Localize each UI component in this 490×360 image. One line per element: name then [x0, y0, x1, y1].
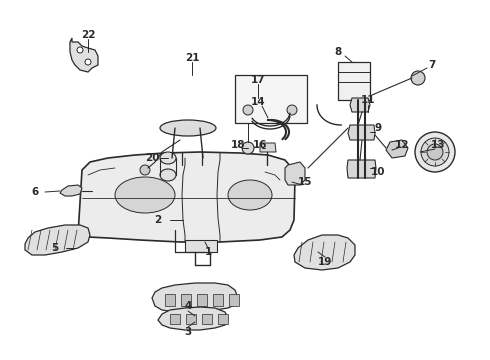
Bar [202, 314, 212, 324]
Circle shape [411, 71, 425, 85]
Polygon shape [348, 125, 375, 140]
Polygon shape [285, 162, 305, 185]
Text: 6: 6 [31, 187, 39, 197]
Text: 2: 2 [154, 215, 162, 225]
Text: 17: 17 [251, 75, 265, 85]
Polygon shape [260, 143, 276, 152]
Text: 14: 14 [251, 97, 265, 107]
Circle shape [140, 165, 150, 175]
Text: 7: 7 [428, 60, 436, 70]
Circle shape [77, 47, 83, 53]
Polygon shape [350, 98, 370, 112]
Bar [229, 294, 239, 306]
Text: 19: 19 [318, 257, 332, 267]
Text: 15: 15 [298, 177, 312, 187]
Bar [170, 314, 180, 324]
Bar [186, 314, 196, 324]
Bar [218, 314, 228, 324]
Circle shape [421, 138, 449, 166]
Polygon shape [70, 38, 98, 72]
Text: 8: 8 [334, 47, 342, 57]
Circle shape [242, 142, 254, 154]
Polygon shape [78, 152, 295, 242]
Ellipse shape [228, 180, 272, 210]
Text: 21: 21 [185, 53, 199, 63]
Circle shape [415, 132, 455, 172]
Text: 4: 4 [184, 301, 192, 311]
Polygon shape [347, 160, 376, 178]
Bar [197, 294, 207, 306]
Ellipse shape [160, 120, 216, 136]
Bar [338, 62, 370, 100]
Circle shape [287, 105, 297, 115]
Text: 5: 5 [51, 243, 59, 253]
Polygon shape [60, 185, 82, 196]
Circle shape [427, 144, 443, 160]
Ellipse shape [160, 152, 176, 164]
Bar [165, 294, 175, 306]
Text: 10: 10 [371, 167, 385, 177]
Circle shape [85, 59, 91, 65]
Bar [181, 294, 191, 306]
Text: 20: 20 [145, 153, 159, 163]
Polygon shape [294, 235, 355, 270]
Text: 16: 16 [253, 140, 267, 150]
Text: 18: 18 [231, 140, 245, 150]
Ellipse shape [115, 177, 175, 213]
Text: 1: 1 [204, 247, 212, 257]
Bar [235, 75, 307, 123]
Text: 13: 13 [431, 140, 445, 150]
Text: 11: 11 [361, 95, 375, 105]
Text: 22: 22 [81, 30, 95, 40]
Bar [213, 294, 223, 306]
Polygon shape [158, 307, 228, 330]
Polygon shape [25, 225, 90, 255]
Circle shape [243, 105, 253, 115]
Bar [185, 240, 217, 252]
Text: 9: 9 [374, 123, 382, 133]
Polygon shape [152, 283, 238, 312]
Text: 3: 3 [184, 327, 192, 337]
Polygon shape [386, 140, 408, 158]
Text: 12: 12 [395, 140, 409, 150]
Ellipse shape [160, 169, 176, 181]
